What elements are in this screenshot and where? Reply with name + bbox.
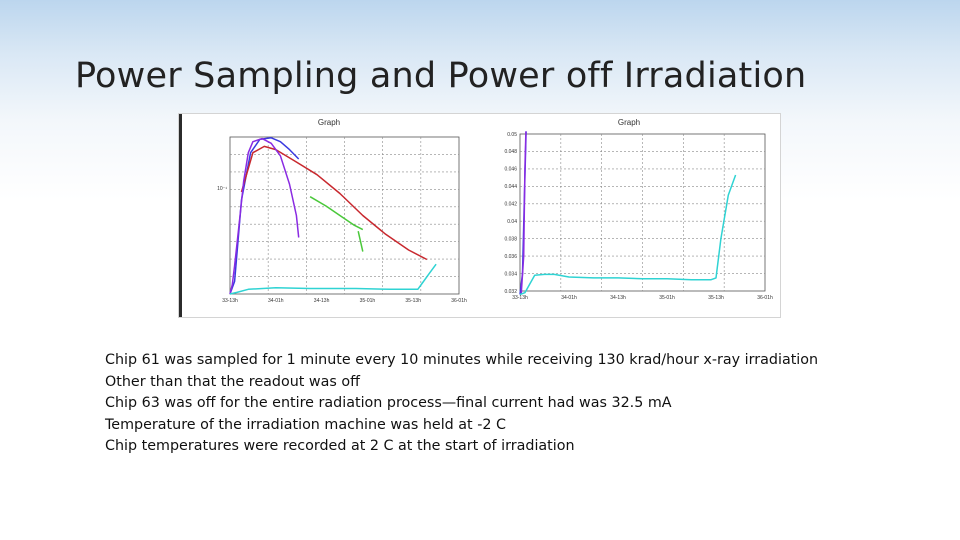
bullet-item: Other than that the readout was off: [105, 373, 360, 390]
series-purple-line: [229, 137, 300, 295]
y-tick-label: 0.05: [507, 132, 517, 138]
y-tick-label: 0.032: [504, 289, 517, 295]
x-tick-label: 34-13h: [610, 295, 626, 301]
x-tick-label: 35-13h: [405, 298, 421, 304]
x-tick-label: 35-01h: [360, 298, 376, 304]
x-tick-label: 34-13h: [314, 298, 330, 304]
x-tick-label: 36-01h: [757, 295, 773, 301]
right-graph-title: Graph: [617, 118, 641, 127]
bullet-item: Chip 63 was off for the entire radiation…: [105, 395, 672, 411]
x-tick-label: 33-13h: [222, 298, 238, 304]
right-graph-panel: Graph 33-13h 34-01h 34-13h 35-01h 35-13h 36-0…: [479, 114, 779, 317]
x-tick-label: 35-13h: [708, 295, 724, 301]
right-graph-plot: 33-13h 34-01h 34-13h 35-01h 35-13h 36-01h 0.03…: [504, 131, 773, 301]
x-tick-label: 34-01h: [561, 295, 577, 301]
y-tick-label: 0.046: [504, 167, 517, 173]
left-graph-panel: Graph 33-13h 34-01h 34-13h 35-01h 35-13h 36-0…: [183, 114, 475, 317]
y-tick-label: 0.048: [504, 149, 517, 155]
left-graph-title: Graph: [317, 118, 341, 127]
series-purple-line: [520, 131, 527, 295]
y-tick-label: 0.036: [504, 254, 517, 260]
y-tick-label: 0.038: [504, 236, 517, 242]
y-tick-label: 0.04: [507, 219, 517, 225]
plot-frame: [519, 133, 766, 292]
x-tick-label: 34-01h: [268, 298, 284, 304]
figure-left-border: [179, 114, 182, 317]
left-graph-plot: 33-13h 34-01h 34-13h 35-01h 35-13h 36-01h 10⁻¹: [217, 136, 467, 304]
y-tick-label: 10⁻¹: [217, 186, 227, 192]
y-tick-label: 0.044: [504, 184, 517, 190]
plot-frame: [229, 136, 460, 295]
y-tick-label: 0.042: [504, 202, 517, 208]
bullet-item: Temperature of the irradiation machine w…: [105, 416, 506, 433]
x-tick-label: 36-01h: [451, 298, 467, 304]
bullet-list: Chip 61 was sampled for 1 minute every 1…: [105, 350, 818, 458]
series-cyan-line: [229, 263, 437, 295]
slide-title: Power Sampling and Power off Irradiation: [75, 56, 807, 96]
bullet-item: Chip temperatures were recorded at 2 C a…: [105, 438, 575, 454]
series-red-line: [240, 145, 428, 261]
graph-figure: Graph 33-13h 34-01h 34-13h 35-01h 35-13h 36-0…: [178, 113, 781, 318]
series-green-line: [357, 231, 364, 252]
series-cyan-line: [519, 174, 737, 296]
x-tick-label: 33-13h: [512, 295, 528, 301]
x-tick-label: 35-01h: [659, 295, 675, 301]
series-green-line: [309, 196, 364, 231]
y-tick-label: 0.034: [504, 271, 517, 277]
bullet-item: Chip 61 was sampled for 1 minute every 1…: [105, 352, 819, 368]
